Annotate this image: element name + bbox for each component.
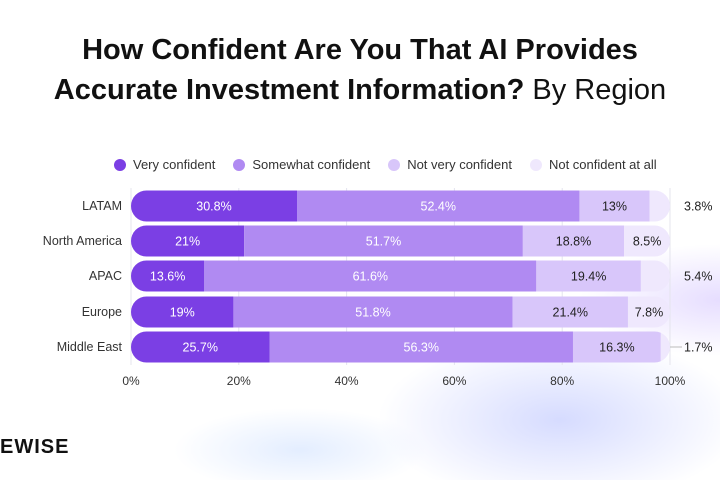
bar-segment [536, 260, 641, 292]
legend: Very confident Somewhat confident Not very… [114, 157, 657, 172]
legend-swatch [233, 158, 246, 171]
data-label: 56.3% [404, 341, 439, 355]
bar-segment [572, 331, 661, 363]
bar-segment [627, 296, 670, 328]
x-tick-label: 0% [122, 374, 140, 388]
data-label: 21% [175, 235, 200, 249]
data-label: 8.5% [633, 235, 662, 249]
legend-item: Not confident at all [529, 157, 657, 172]
title-subtitle: By Region [532, 74, 667, 106]
data-label: 1.7% [684, 341, 713, 355]
data-label: 5.4% [684, 270, 713, 284]
data-label: 13.6% [150, 270, 185, 284]
data-label: 51.7% [366, 235, 401, 249]
data-label: 30.8% [196, 200, 231, 214]
category-label: LATAM [82, 199, 122, 213]
chart-title: How Confident Are You That AI Provides A… [0, 30, 720, 110]
bar-chart: 0% 20% 40% 60% 80% 100% LATAM 30.8% 52.4% 13% 3.8%… [43, 188, 713, 388]
bar-segment [640, 260, 670, 292]
x-tick-label: 100% [655, 374, 686, 388]
bar-segment [131, 260, 205, 292]
category-label: APAC [89, 269, 122, 283]
legend-label: Not confident at all [548, 157, 657, 172]
data-label: 7.8% [635, 306, 664, 320]
bar-segment [649, 190, 670, 222]
category-label: North America [43, 234, 122, 248]
title-line-1: How Confident Are You That AI Provides [82, 34, 638, 66]
legend-label: Not very confident [407, 157, 512, 172]
bar-segment [660, 331, 670, 363]
bar-segment [522, 225, 625, 257]
bar-segment [579, 190, 650, 222]
bar-segment [131, 296, 234, 328]
legend-swatch [388, 158, 401, 171]
logo: EWISE [0, 436, 70, 458]
data-label: 25.7% [183, 341, 218, 355]
legend-item: Somewhat confident [233, 157, 370, 172]
bar-segment [512, 296, 628, 328]
category-label: Europe [82, 305, 122, 319]
data-label: 13% [602, 200, 627, 214]
data-label: 18.8% [556, 235, 591, 249]
data-label: 16.3% [599, 341, 634, 355]
bar-segment [297, 190, 580, 222]
legend-item: Very confident [114, 157, 215, 172]
category-label: Middle East [57, 340, 123, 354]
bar-segment [244, 225, 523, 257]
data-label: 19% [170, 306, 195, 320]
bar-segment [269, 331, 573, 363]
bar-segment [233, 296, 513, 328]
title-line-2: Accurate Investment Information? [53, 74, 525, 106]
bar-segment [131, 225, 245, 257]
data-label: 51.8% [355, 306, 390, 320]
data-label: 3.8% [684, 200, 713, 214]
x-tick-label: 80% [550, 374, 574, 388]
legend-label: Somewhat confident [252, 157, 371, 172]
bar-segment [624, 225, 670, 257]
data-label: 21.4% [553, 306, 588, 320]
bar-segment [204, 260, 537, 292]
legend-label: Very confident [133, 157, 216, 172]
x-tick-label: 60% [442, 374, 466, 388]
x-tick-label: 20% [227, 374, 251, 388]
data-label: 19.4% [571, 270, 606, 284]
legend-swatch [114, 158, 126, 171]
data-label: 61.6% [353, 270, 388, 284]
x-tick-label: 40% [335, 374, 359, 388]
legend-swatch [529, 158, 542, 171]
legend-item: Not very confident [388, 157, 512, 172]
bar-segment [131, 190, 298, 222]
bar-segment [131, 331, 270, 363]
data-label: 52.4% [421, 200, 456, 214]
